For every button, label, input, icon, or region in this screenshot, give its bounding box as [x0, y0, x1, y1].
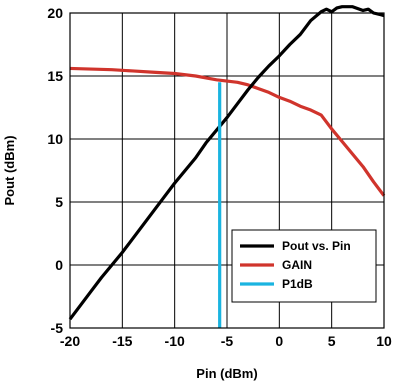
- x-tick-label: -10: [165, 333, 185, 349]
- x-tick-label: 5: [328, 333, 336, 349]
- x-tick-labels: -20 -15 -10 -5 0 5 10: [60, 333, 392, 349]
- plot-frame: [69, 12, 385, 329]
- y-tick-label: 5: [55, 194, 63, 210]
- x-tick-label: -15: [112, 333, 132, 349]
- y-tick-label: 20: [47, 5, 63, 21]
- legend: Pout vs. Pin GAIN P1dB: [231, 229, 377, 303]
- series-line-pout-vs-pin: [68, 5, 385, 321]
- y-axis-label: Pout (dBm): [2, 135, 17, 205]
- legend-label: P1dB: [282, 277, 313, 291]
- y-tick-label: 15: [47, 68, 63, 84]
- legend-label: GAIN: [282, 258, 312, 272]
- legend-label: Pout vs. Pin: [282, 239, 351, 253]
- y-tick-label: 0: [55, 257, 63, 273]
- x-tick-label: 0: [275, 333, 283, 349]
- x-axis-label: Pin (dBm): [196, 366, 257, 381]
- x-tick-label: 10: [376, 333, 392, 349]
- y-tick-label: -5: [51, 320, 64, 336]
- y-tick-labels: -5 0 5 10 15 20: [47, 5, 63, 336]
- y-tick-label: 10: [47, 131, 63, 147]
- series-line-gain: [69, 66, 386, 197]
- x-tick-label: -5: [221, 333, 234, 349]
- x-tick-label: -20: [60, 333, 80, 349]
- series-lines: [68, 5, 386, 328]
